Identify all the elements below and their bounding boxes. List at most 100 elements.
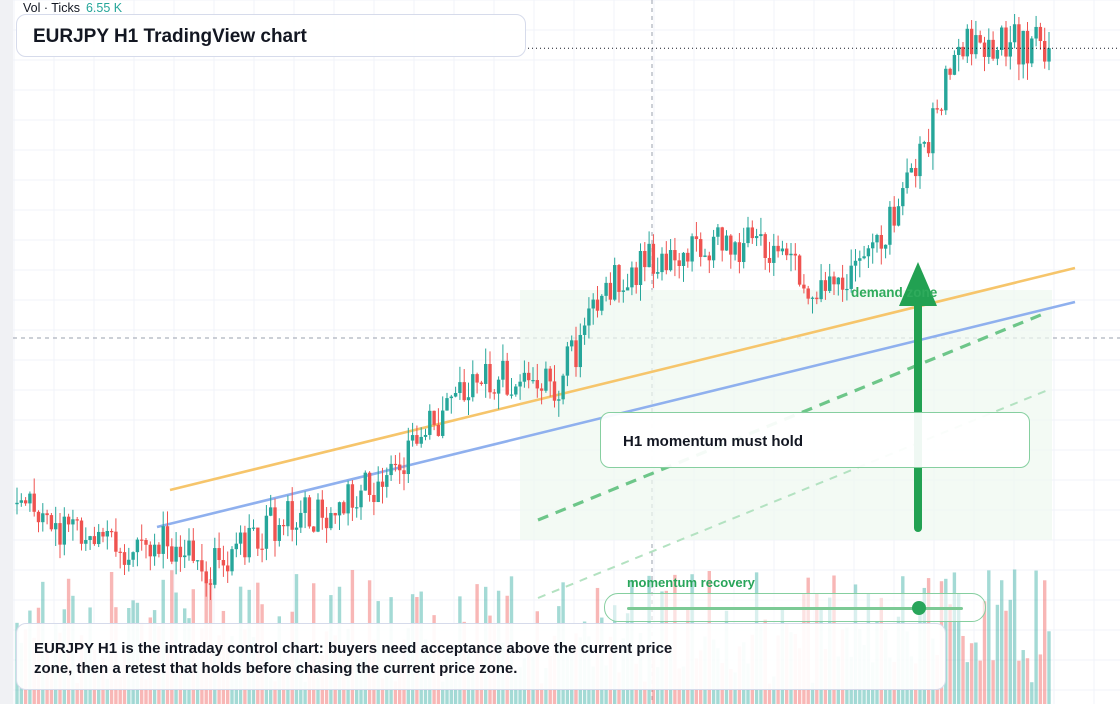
candle <box>226 551 230 583</box>
candle-body <box>316 499 320 532</box>
slider-thumb[interactable] <box>912 601 927 615</box>
candle <box>380 467 385 504</box>
candle <box>234 532 238 558</box>
candle <box>174 532 178 575</box>
candle <box>436 408 441 437</box>
candle <box>432 410 436 431</box>
candle <box>892 196 896 233</box>
candle <box>625 273 630 291</box>
candle-body <box>922 142 926 144</box>
volume-bar <box>303 681 307 704</box>
candle <box>187 528 191 561</box>
candle <box>686 248 690 268</box>
candle-body <box>604 282 608 296</box>
candle <box>135 537 140 567</box>
candle-body <box>995 49 1000 59</box>
candle-body <box>32 493 36 512</box>
candle <box>333 512 337 524</box>
candle <box>1012 14 1017 49</box>
candle-body <box>346 484 350 514</box>
candle <box>785 242 789 261</box>
candle <box>471 360 475 402</box>
candle <box>260 533 264 563</box>
candle-body <box>260 548 264 550</box>
candle-body <box>729 235 733 255</box>
candle-body <box>1043 41 1047 62</box>
candle <box>148 541 152 571</box>
candle-body <box>195 560 200 562</box>
candle <box>875 233 879 253</box>
momentum-slider[interactable] <box>604 593 986 622</box>
candle <box>230 546 234 576</box>
candle-body <box>759 234 763 237</box>
candle <box>660 247 664 281</box>
candle-body <box>772 245 776 263</box>
momentum-note-text: H1 momentum must hold <box>623 433 804 450</box>
candle-body <box>862 256 866 259</box>
candle-body <box>230 549 234 572</box>
candle-body <box>264 515 269 549</box>
candle <box>716 224 720 246</box>
candle-body <box>595 299 600 311</box>
candle <box>303 491 307 529</box>
candle <box>273 498 277 557</box>
candle-body <box>613 265 617 300</box>
candle-body <box>71 519 75 525</box>
candle <box>935 99 939 114</box>
candle <box>88 535 92 550</box>
candle <box>720 226 724 262</box>
candle <box>157 542 161 558</box>
candle-body <box>978 35 982 43</box>
candle-body <box>673 250 677 261</box>
candle <box>561 373 565 405</box>
candle-body <box>969 28 974 55</box>
candle <box>290 487 294 542</box>
candle <box>217 532 221 569</box>
volume-bar <box>118 676 122 704</box>
candle <box>165 511 170 559</box>
candle <box>462 369 466 402</box>
candle <box>866 245 871 268</box>
candle-body <box>178 546 183 558</box>
volume-bar <box>643 681 647 704</box>
candle-body <box>75 519 79 521</box>
candle <box>277 518 281 547</box>
candle-body <box>643 250 647 268</box>
candle <box>931 102 935 170</box>
candle <box>957 38 961 72</box>
candle-body <box>1012 24 1017 43</box>
candle <box>466 382 471 415</box>
candle-body <box>939 109 944 111</box>
candle <box>776 235 780 258</box>
candle-body <box>935 108 939 110</box>
candle <box>742 227 746 269</box>
candle <box>200 543 204 582</box>
candle <box>41 503 45 532</box>
candle <box>346 480 350 526</box>
candle <box>140 524 144 551</box>
candle-body <box>931 108 935 154</box>
candle <box>939 107 944 116</box>
candle-body <box>135 539 140 553</box>
candle-body <box>183 555 187 558</box>
candle-body <box>221 560 226 566</box>
chart-left-edge <box>0 0 13 704</box>
candle <box>359 484 363 520</box>
candle-body <box>273 507 277 541</box>
candle <box>604 276 608 302</box>
candle-body <box>174 546 178 562</box>
candle <box>213 537 217 589</box>
candle <box>587 297 591 339</box>
candle <box>501 344 505 388</box>
candle <box>299 500 303 533</box>
candle <box>1021 30 1025 79</box>
candle-body <box>621 290 625 292</box>
candle <box>600 294 604 316</box>
candle <box>888 201 892 255</box>
candle-body <box>251 527 256 529</box>
candle-body <box>810 297 815 299</box>
candle-body <box>608 282 613 300</box>
slider-track[interactable] <box>627 607 963 610</box>
candle-body <box>342 502 346 514</box>
